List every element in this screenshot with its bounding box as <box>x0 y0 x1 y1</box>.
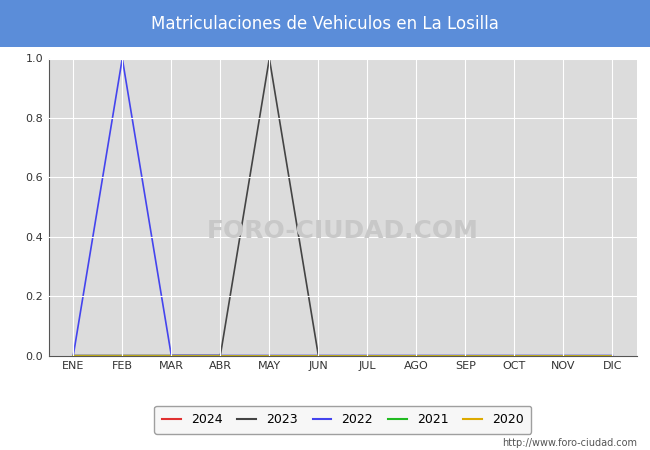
Text: http://www.foro-ciudad.com: http://www.foro-ciudad.com <box>502 438 637 448</box>
Legend: 2024, 2023, 2022, 2021, 2020: 2024, 2023, 2022, 2021, 2020 <box>155 406 532 434</box>
Text: FORO-CIUDAD.COM: FORO-CIUDAD.COM <box>207 219 479 243</box>
Text: Matriculaciones de Vehiculos en La Losilla: Matriculaciones de Vehiculos en La Losil… <box>151 14 499 33</box>
